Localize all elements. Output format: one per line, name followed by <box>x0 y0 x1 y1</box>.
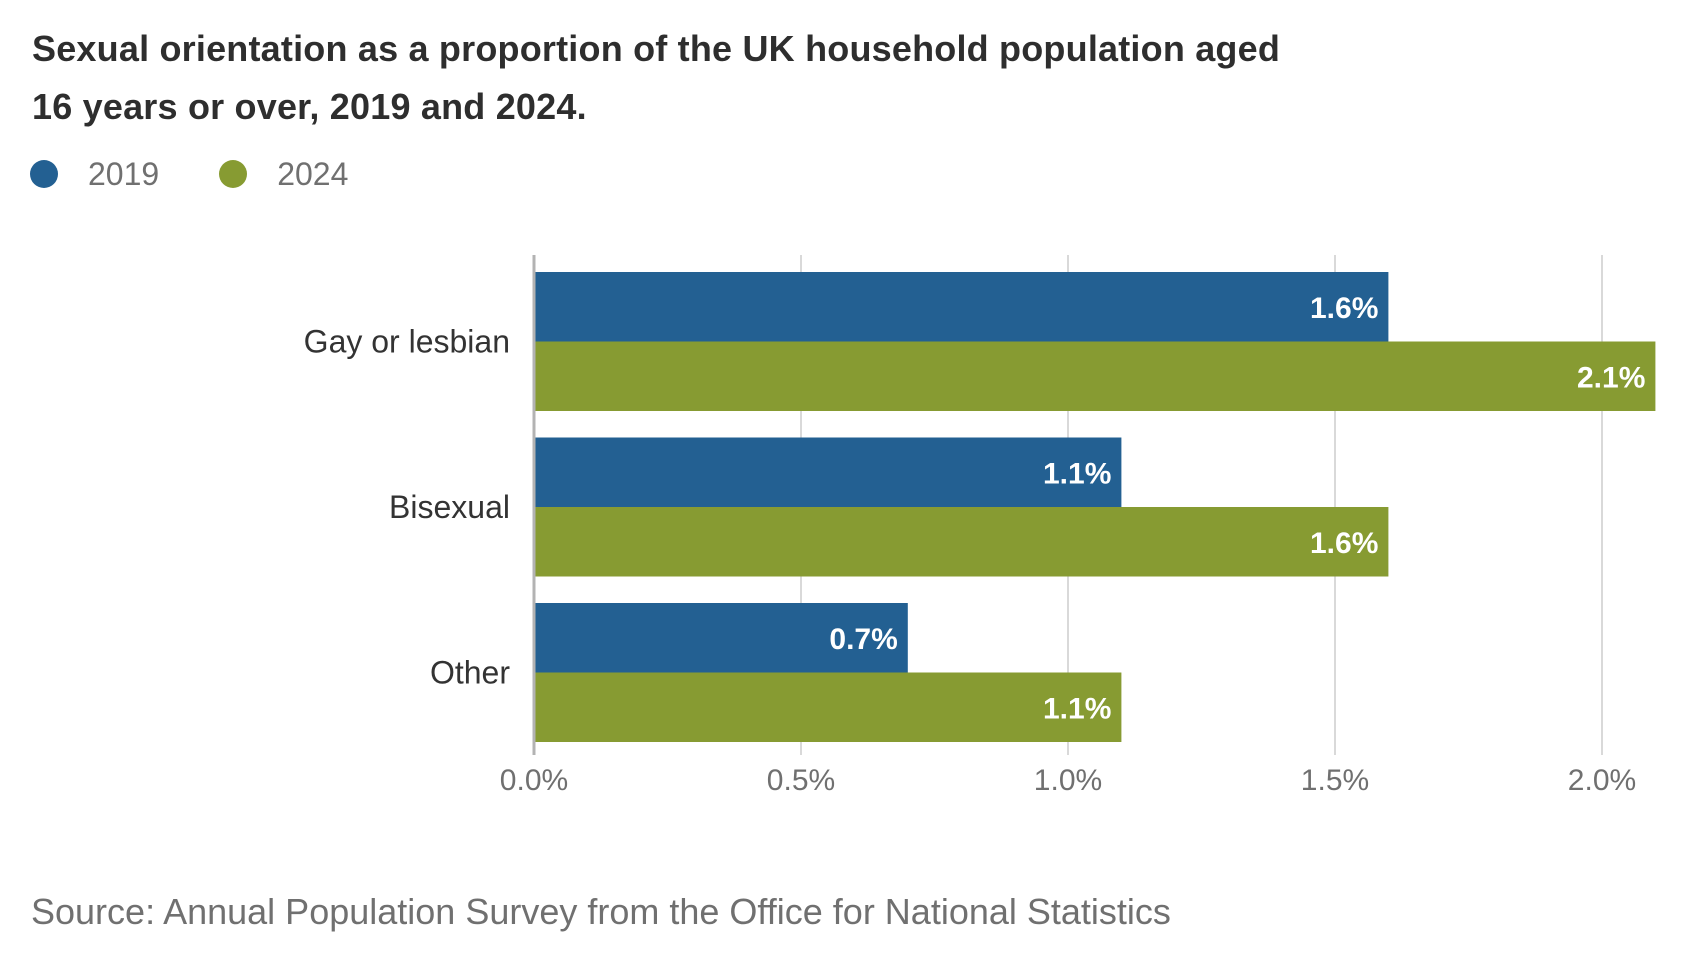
legend-label-2024: 2024 <box>277 155 349 192</box>
data-label: 1.1% <box>1043 457 1111 490</box>
bar-2019-gay-or-lesbian[interactable] <box>534 272 1389 342</box>
data-label: 1.6% <box>1310 292 1378 325</box>
chart-title-line-2: 16 years or over, 2019 and 2024. <box>32 86 587 127</box>
data-label: 1.6% <box>1310 527 1378 560</box>
data-label: 2.1% <box>1577 361 1645 394</box>
chart-title: Sexual orientation as a proportion of th… <box>32 20 1532 136</box>
legend-item-2019: 2019 <box>30 156 159 193</box>
bar-2019-other[interactable] <box>534 603 908 673</box>
legend-item-2024: 2024 <box>219 156 348 193</box>
bar-2024-other[interactable] <box>534 672 1122 743</box>
legend-swatch-2024-icon <box>219 160 248 188</box>
data-label: 0.7% <box>829 623 897 656</box>
legend: 2019 2024 <box>30 156 408 192</box>
bar-2019-bisexual[interactable] <box>534 437 1122 508</box>
category-labels: Gay or lesbian Bisexual Other <box>304 324 511 691</box>
legend-label-2019: 2019 <box>88 155 160 192</box>
bar-2024-bisexual[interactable] <box>534 507 1389 577</box>
x-tick-label: 0.0% <box>500 764 568 797</box>
data-label: 1.1% <box>1043 692 1111 725</box>
x-tick-label: 1.0% <box>1034 764 1102 797</box>
legend-swatch-2019-icon <box>30 160 58 188</box>
x-axis-tick-labels: 0.0% 0.5% 1.0% 1.5% 2.0% <box>500 764 1636 797</box>
source-note: Source: Annual Population Survey from th… <box>31 891 1171 932</box>
category-label: Bisexual <box>389 489 510 525</box>
bars <box>534 272 1656 743</box>
bar-2024-gay-or-lesbian[interactable] <box>534 341 1656 412</box>
value-labels: 1.6% 2.1% 1.1% 1.6% 0.7% 1.1% <box>829 292 1645 726</box>
x-tick-label: 2.0% <box>1568 764 1636 797</box>
x-tick-label: 0.5% <box>767 764 835 797</box>
chart-title-line-1: Sexual orientation as a proportion of th… <box>32 28 1281 69</box>
x-tick-label: 1.5% <box>1301 764 1369 797</box>
category-label: Other <box>430 655 510 691</box>
category-label: Gay or lesbian <box>304 324 510 360</box>
